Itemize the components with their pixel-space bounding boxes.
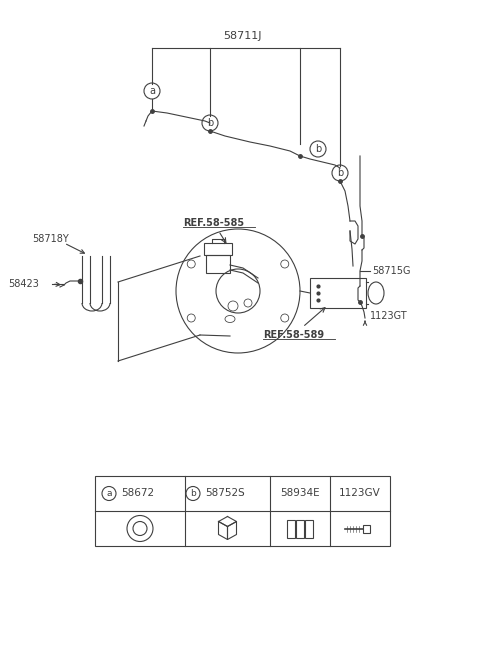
Bar — [305, 520, 313, 537]
Text: 58715G: 58715G — [372, 266, 410, 276]
Bar — [296, 520, 304, 537]
Bar — [287, 520, 295, 537]
Text: b: b — [315, 144, 321, 154]
Text: 58934E: 58934E — [280, 489, 320, 499]
Bar — [204, 243, 232, 255]
Text: REF.58-589: REF.58-589 — [263, 308, 325, 340]
Text: a: a — [149, 86, 155, 96]
Text: 1123GT: 1123GT — [370, 311, 408, 321]
Circle shape — [102, 487, 116, 501]
Text: 58718Y: 58718Y — [32, 234, 69, 244]
Text: 58752S: 58752S — [205, 489, 245, 499]
Text: a: a — [106, 489, 112, 498]
Circle shape — [202, 115, 218, 131]
Text: 58672: 58672 — [121, 489, 154, 499]
Text: 58711J: 58711J — [223, 31, 261, 41]
Bar — [95, 476, 390, 546]
Text: 58423: 58423 — [8, 279, 39, 289]
Text: 1123GV: 1123GV — [339, 489, 381, 499]
Text: b: b — [337, 168, 343, 178]
Circle shape — [332, 165, 348, 181]
Text: b: b — [190, 489, 196, 498]
Circle shape — [144, 83, 160, 99]
Bar — [363, 525, 370, 533]
Text: REF.58-585: REF.58-585 — [183, 218, 244, 243]
Bar — [310, 278, 366, 308]
Circle shape — [186, 487, 200, 501]
Bar — [206, 255, 230, 273]
Circle shape — [310, 141, 326, 157]
Text: b: b — [207, 118, 213, 128]
